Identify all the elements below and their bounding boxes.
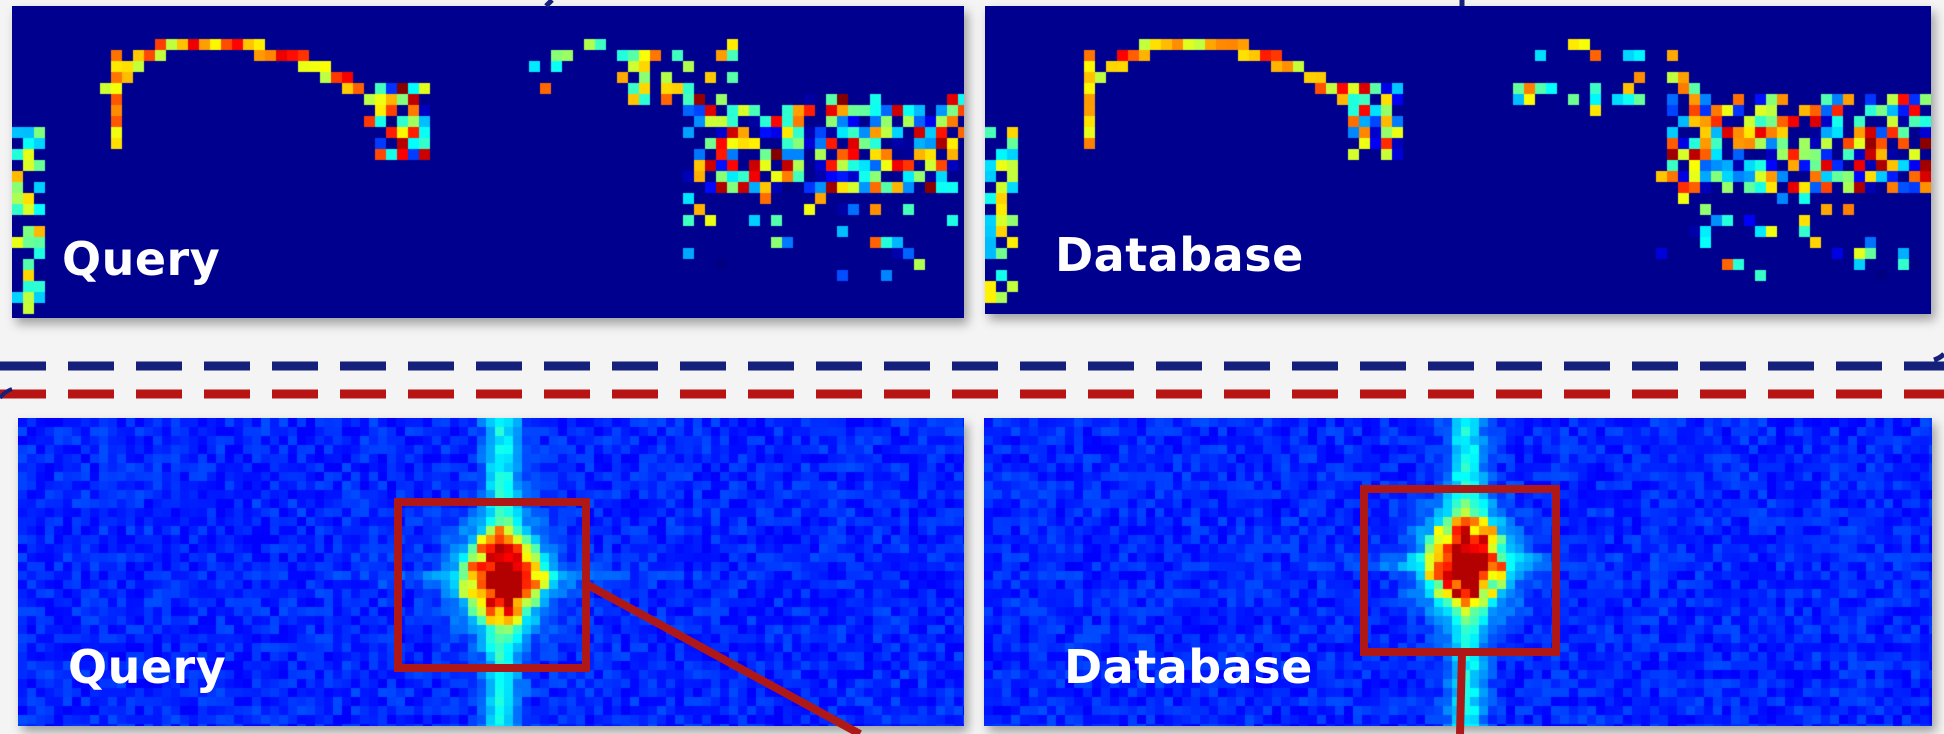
separator-curve-end (1933, 352, 1944, 363)
query-spectrum-panel: Query (18, 418, 964, 726)
database-polar-map-panel: Database (985, 6, 1931, 314)
database-spectrum-label: Database (1064, 640, 1313, 694)
query-label: Query (62, 232, 221, 286)
database-label: Database (1055, 228, 1304, 282)
database-spectrum-panel: Database (984, 418, 1932, 726)
query-spectrum-label: Query (68, 640, 227, 694)
query-polar-heatmap (12, 6, 964, 318)
database-polar-heatmap (985, 6, 1931, 314)
separator-curve-start (0, 387, 13, 400)
query-polar-map-panel: Query (12, 6, 964, 318)
